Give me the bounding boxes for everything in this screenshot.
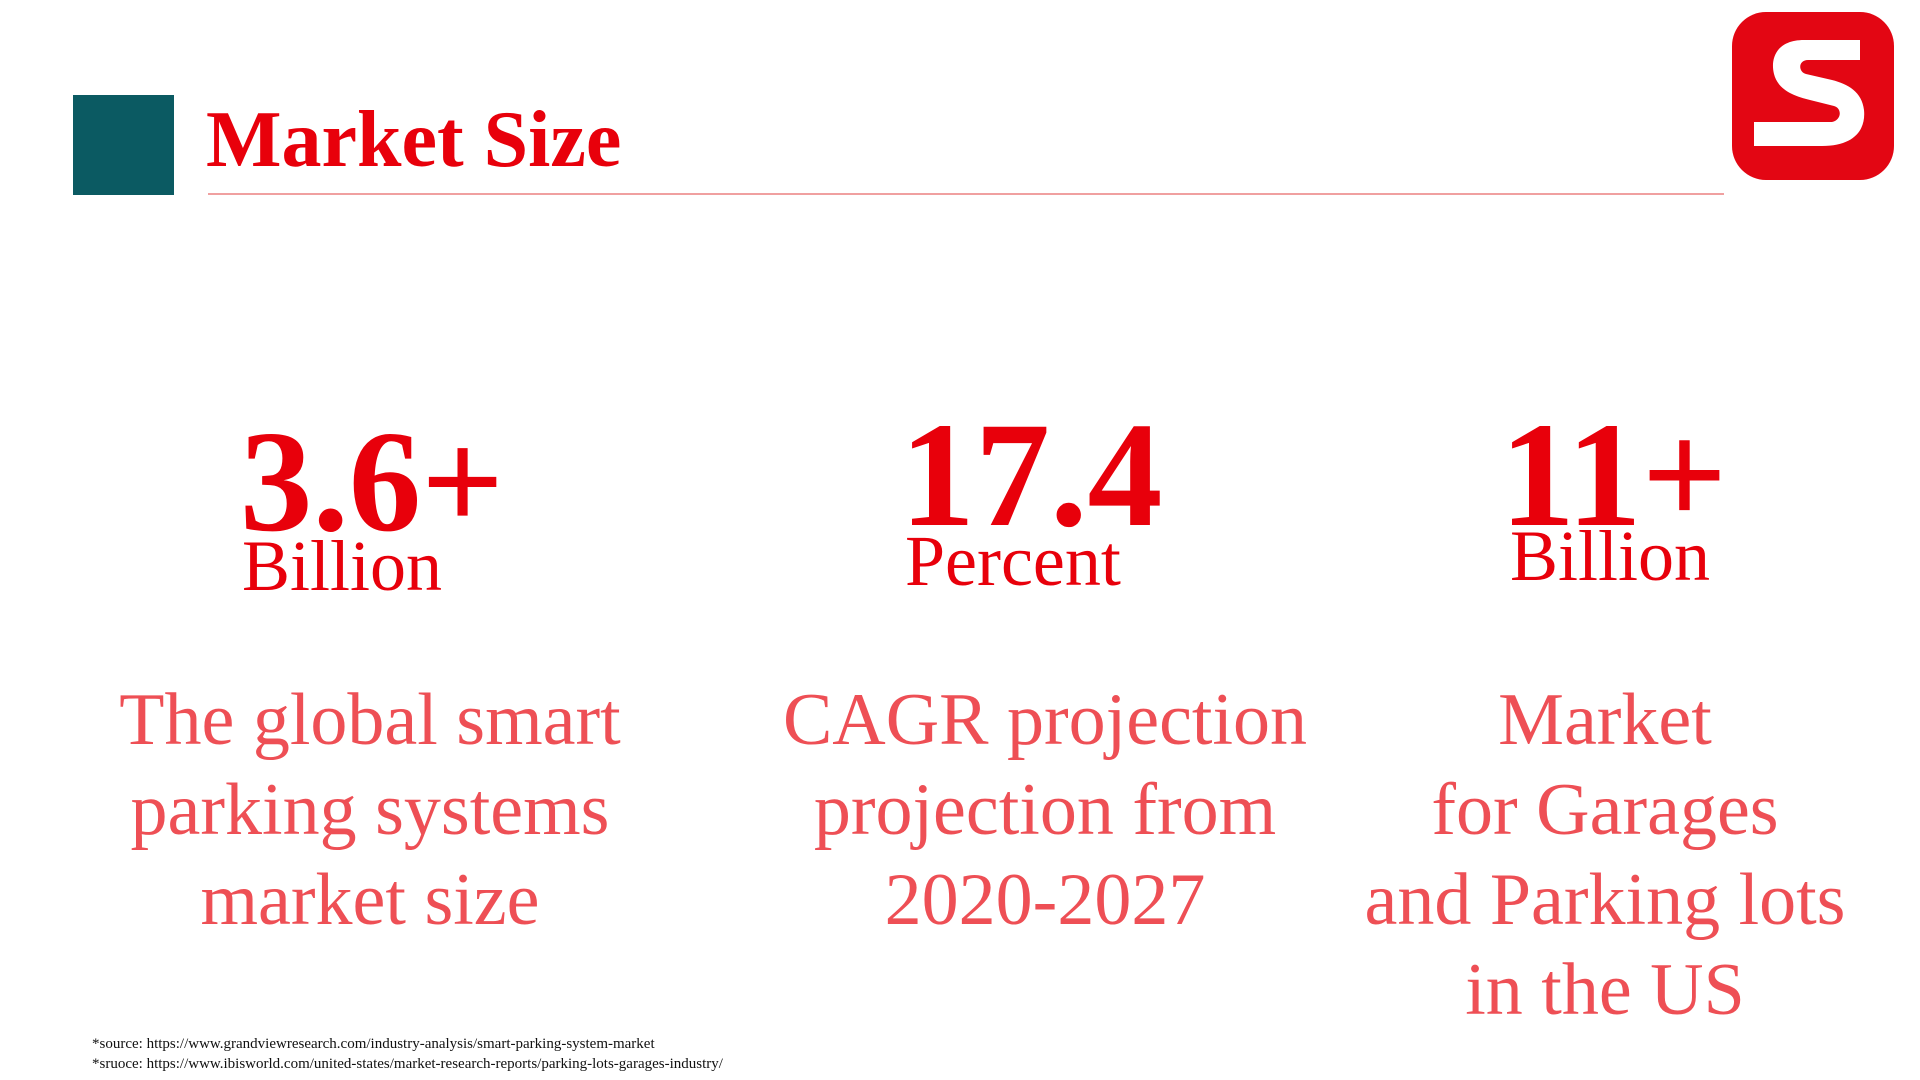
stat-number-us-market: 11+ xyxy=(1500,392,1728,558)
description-line: The global smart xyxy=(119,679,621,761)
description-line: in the US xyxy=(1465,949,1745,1031)
stat-unit-global-market: Billion xyxy=(242,526,443,606)
description-line: for Garages xyxy=(1431,769,1779,851)
description-line: CAGR projection xyxy=(782,679,1308,761)
description-line: and Parking lots xyxy=(1364,859,1846,941)
stat-unit-cagr: Percent xyxy=(905,521,1121,601)
stat-description-us-market: Market for Garages and Parking lots in t… xyxy=(1320,675,1890,1035)
description-line: Market xyxy=(1498,679,1712,761)
stat-unit-us-market: Billion xyxy=(1510,516,1711,596)
stat-number-cagr: 17.4 xyxy=(900,392,1163,558)
stat-number-global-market: 3.6+ xyxy=(240,402,504,562)
source-line: *sruoce: https://www.ibisworld.com/unite… xyxy=(92,1056,723,1072)
stat-description-cagr: CAGR projection projection from 2020-202… xyxy=(735,675,1355,945)
title-underline xyxy=(208,193,1724,195)
accent-square xyxy=(73,95,174,195)
description-line: projection from xyxy=(813,769,1277,851)
s-logo-icon xyxy=(1732,12,1894,180)
sources-footnote: *source: https://www.grandviewresearch.c… xyxy=(92,1034,723,1074)
source-line: *source: https://www.grandviewresearch.c… xyxy=(92,1036,655,1052)
description-line: market size xyxy=(200,859,540,941)
description-line: parking systems xyxy=(130,769,610,851)
slide-title: Market Size xyxy=(206,96,622,184)
stat-description-global-market: The global smart parking systems market … xyxy=(70,675,670,945)
description-line: 2020-2027 xyxy=(884,859,1206,941)
